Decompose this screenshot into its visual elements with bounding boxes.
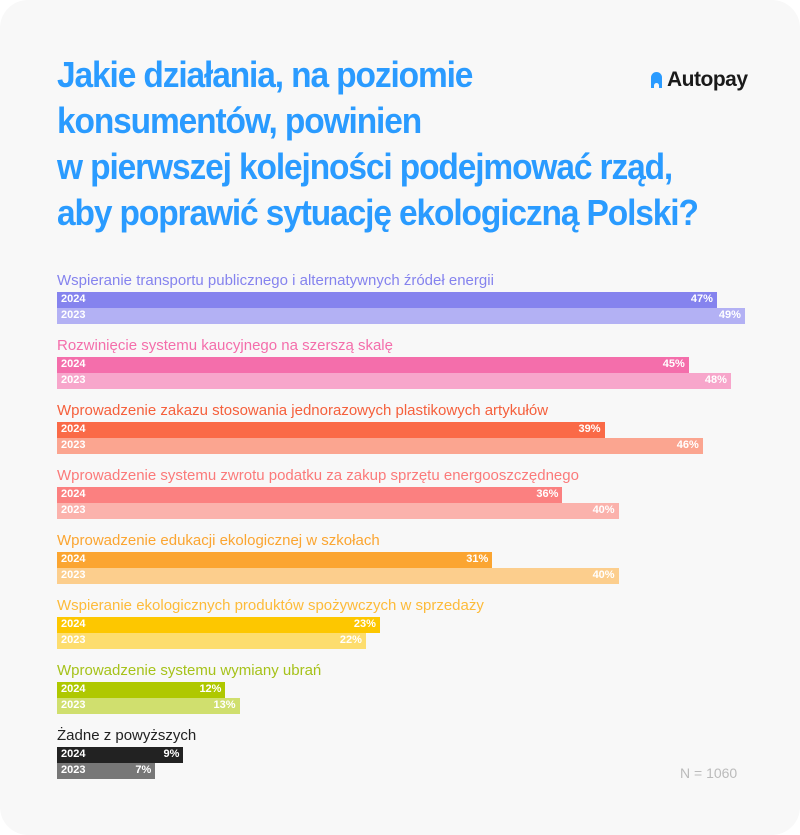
bar-group: Wprowadzenie systemu zwrotu podatku za z… bbox=[57, 463, 777, 528]
year-label: 2023 bbox=[61, 309, 86, 321]
value-label: 12% bbox=[199, 683, 222, 695]
category-label: Wprowadzenie systemu wymiany ubrań bbox=[57, 662, 322, 679]
title-line: Jakie działania, na poziomie bbox=[57, 54, 473, 95]
value-label: 47% bbox=[690, 293, 713, 305]
year-label: 2024 bbox=[61, 553, 86, 565]
bar-2023: 2023 40% bbox=[57, 503, 619, 519]
bar-2023: 2023 7% bbox=[57, 763, 156, 779]
year-label: 2024 bbox=[61, 293, 86, 305]
bar-group: Wprowadzenie edukacji ekologicznej w szk… bbox=[57, 528, 777, 593]
bar-2024: 2024 31% bbox=[57, 552, 493, 568]
year-label: 2023 bbox=[61, 634, 86, 646]
year-label: 2024 bbox=[61, 618, 86, 630]
title-line: konsumentów, powinien bbox=[57, 100, 422, 141]
category-label: Rozwinięcie systemu kaucyjnego na szersz… bbox=[57, 337, 393, 354]
bar-chart: Wspieranie transportu publicznego i alte… bbox=[57, 268, 777, 788]
value-label: 31% bbox=[466, 553, 489, 565]
bar-2024: 2024 12% bbox=[57, 682, 226, 698]
bar-group: Rozwinięcie systemu kaucyjnego na szersz… bbox=[57, 333, 777, 398]
bar-2024: 2024 45% bbox=[57, 357, 689, 373]
year-label: 2023 bbox=[61, 504, 86, 516]
bar-group: Wprowadzenie zakazu stosowania jednorazo… bbox=[57, 398, 777, 463]
value-label: 22% bbox=[339, 634, 362, 646]
bar-2024: 2024 23% bbox=[57, 617, 380, 633]
year-label: 2023 bbox=[61, 439, 86, 451]
value-label: 7% bbox=[135, 764, 152, 776]
category-label: Wspieranie transportu publicznego i alte… bbox=[57, 272, 494, 289]
year-label: 2023 bbox=[61, 764, 86, 776]
bar-2024: 2024 39% bbox=[57, 422, 605, 438]
bar-2023: 2023 22% bbox=[57, 633, 366, 649]
bar-2023: 2023 46% bbox=[57, 438, 703, 454]
value-label: 40% bbox=[592, 569, 615, 581]
year-label: 2024 bbox=[61, 488, 86, 500]
value-label: 36% bbox=[536, 488, 559, 500]
category-label: Żadne z powyższych bbox=[57, 727, 197, 744]
bar-group: Wspieranie ekologicznych produktów spoży… bbox=[57, 593, 777, 658]
value-label: 9% bbox=[163, 748, 180, 760]
category-label: Wprowadzenie zakazu stosowania jednorazo… bbox=[57, 402, 549, 419]
value-label: 23% bbox=[353, 618, 376, 630]
value-label: 40% bbox=[592, 504, 615, 516]
category-label: Wprowadzenie edukacji ekologicznej w szk… bbox=[57, 532, 380, 549]
logo-text: Autopay bbox=[667, 68, 748, 91]
year-label: 2024 bbox=[61, 748, 86, 760]
category-label: Wprowadzenie systemu zwrotu podatku za z… bbox=[57, 467, 579, 484]
autopay-logo-icon bbox=[651, 72, 662, 88]
value-label: 48% bbox=[704, 374, 727, 386]
category-label: Wspieranie ekologicznych produktów spoży… bbox=[57, 597, 484, 614]
sample-size: N = 1060 bbox=[680, 765, 738, 781]
year-label: 2023 bbox=[61, 699, 86, 711]
bar-2023: 2023 40% bbox=[57, 568, 619, 584]
bar-2023: 2023 48% bbox=[57, 373, 731, 389]
bar-group: Wprowadzenie systemu wymiany ubrań 2024 12… bbox=[57, 658, 777, 723]
value-label: 46% bbox=[676, 439, 699, 451]
year-label: 2024 bbox=[61, 423, 86, 435]
title-line: aby poprawić sytuację ekologiczną Polski… bbox=[57, 192, 699, 233]
bar-2023: 2023 49% bbox=[57, 308, 745, 324]
bar-group: Wspieranie transportu publicznego i alte… bbox=[57, 268, 777, 333]
autopay-logo: Autopay bbox=[651, 68, 748, 92]
bar-2024: 2024 36% bbox=[57, 487, 563, 503]
year-label: 2023 bbox=[61, 569, 86, 581]
value-label: 39% bbox=[578, 423, 601, 435]
value-label: 45% bbox=[662, 358, 685, 370]
chart-title: Jakie działania, na poziomie konsumentów… bbox=[57, 52, 727, 236]
bar-group: Żadne z powyższych 2024 9% 2023 7% bbox=[57, 723, 777, 788]
bar-2023: 2023 13% bbox=[57, 698, 240, 714]
year-label: 2024 bbox=[61, 358, 86, 370]
value-label: 49% bbox=[718, 309, 741, 321]
year-label: 2023 bbox=[61, 374, 86, 386]
title-line: w pierwszej kolejności podejmować rząd, bbox=[57, 146, 673, 187]
value-label: 13% bbox=[213, 699, 236, 711]
bar-2024: 2024 47% bbox=[57, 292, 717, 308]
bar-2024: 2024 9% bbox=[57, 747, 184, 763]
year-label: 2024 bbox=[61, 683, 86, 695]
